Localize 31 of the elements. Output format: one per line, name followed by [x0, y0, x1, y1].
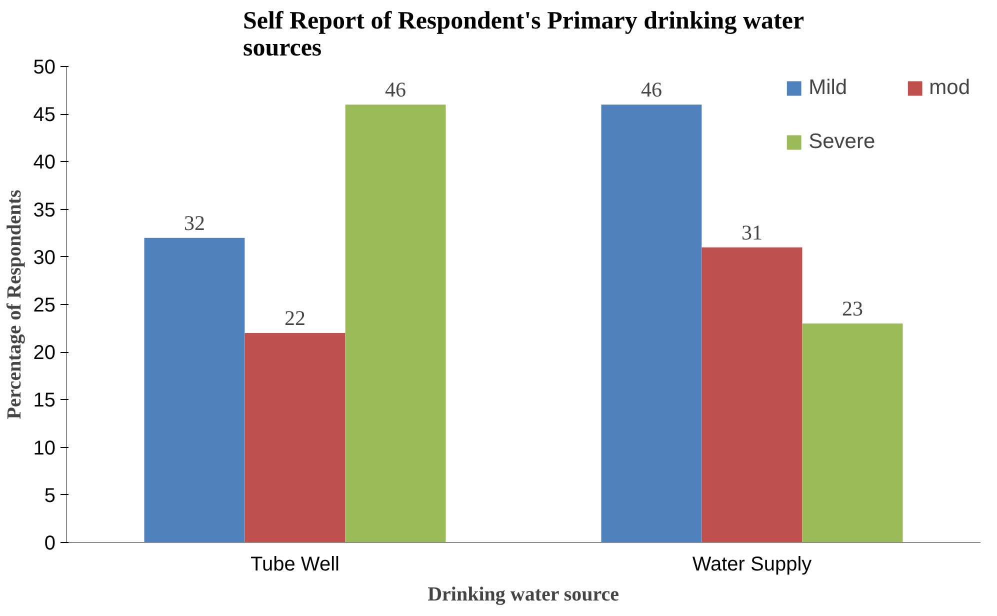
- y-tick-label: 35: [33, 199, 56, 222]
- y-tick-label: 25: [33, 294, 56, 316]
- y-tick-label: 20: [33, 342, 56, 364]
- y-axis-title: Percentage of Respondents: [3, 189, 26, 420]
- y-tick-label: 45: [33, 104, 56, 126]
- y-tick-label: 30: [33, 246, 56, 269]
- x-axis-title: Drinking water source: [428, 584, 620, 606]
- x-tick-label: Water Supply: [692, 554, 812, 576]
- data-label: 22: [284, 306, 306, 330]
- bar: [244, 333, 346, 542]
- data-label: 46: [385, 78, 406, 102]
- y-tick-label: 5: [44, 484, 56, 507]
- chart-title: Self Report of Respondent's Primary drinking water sources: [242, 8, 804, 62]
- data-label: 32: [184, 210, 205, 235]
- data-label: 31: [742, 220, 762, 244]
- legend-label: Mild: [808, 76, 848, 100]
- y-tick-label: 10: [33, 437, 56, 460]
- legend-label: Severe: [808, 130, 876, 154]
- x-tick-label: Tube Well: [250, 554, 340, 576]
- y-tick-label: 15: [33, 390, 56, 412]
- legend-label: mod: [929, 76, 970, 100]
- y-tick-label: 0: [44, 532, 56, 554]
- bar: [601, 104, 702, 542]
- data-label: 46: [640, 78, 662, 102]
- bar: [802, 324, 903, 542]
- data-label: 23: [842, 296, 864, 321]
- bar: [144, 238, 245, 542]
- y-tick-label: 50: [33, 56, 56, 78]
- bar: [345, 104, 446, 542]
- y-tick-label: 40: [33, 152, 56, 174]
- bar: [702, 247, 802, 542]
